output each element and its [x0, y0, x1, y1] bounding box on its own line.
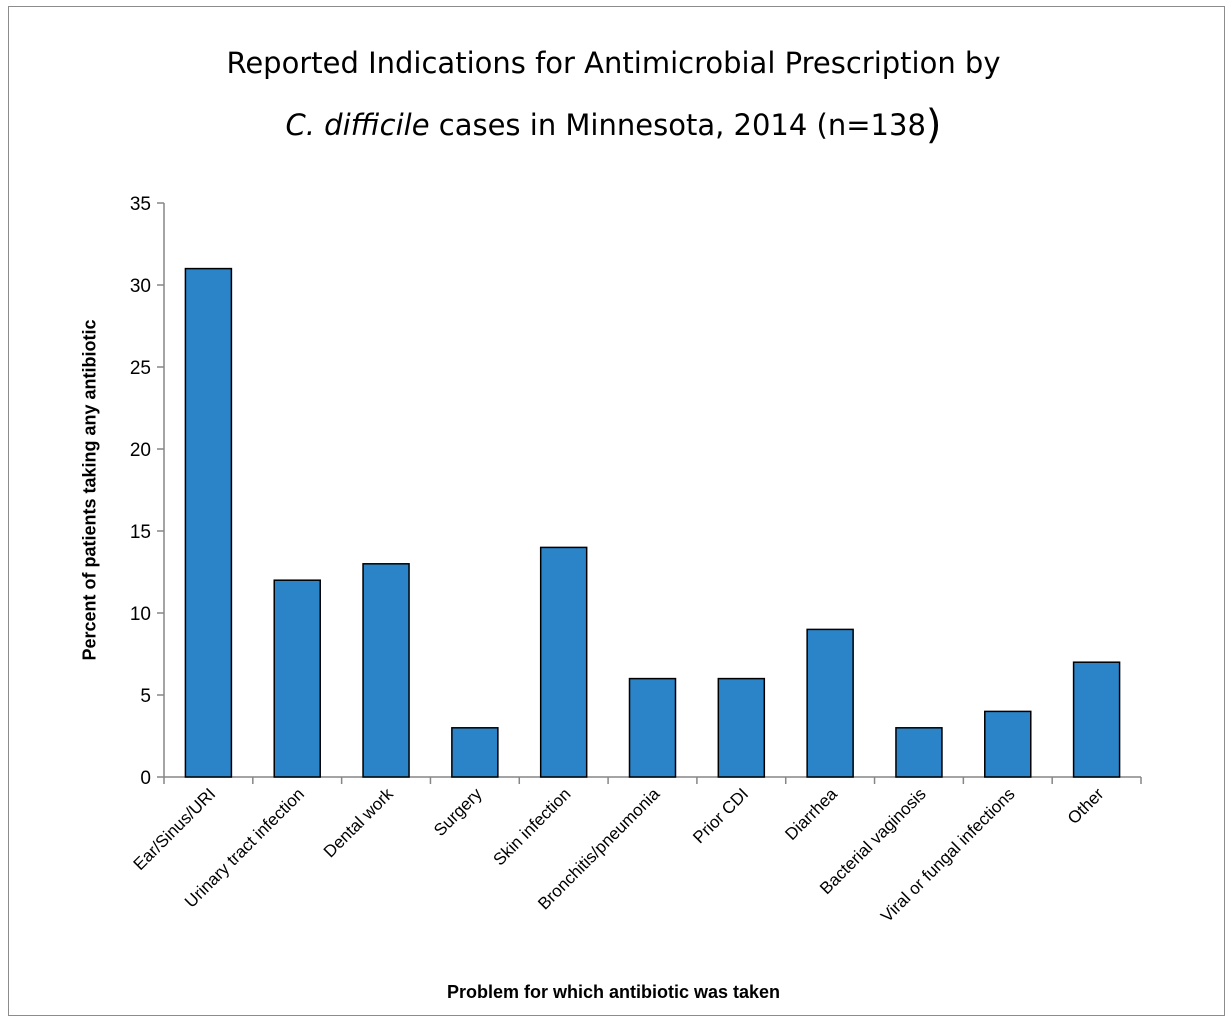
x-tick-label: Skin infection [490, 784, 575, 869]
x-tick-label: Dental work [320, 784, 397, 861]
y-tick-label: 35 [130, 194, 151, 215]
x-tick-label: Diarrhea [781, 784, 841, 844]
bar [362, 563, 410, 778]
bar [895, 727, 943, 778]
bar [806, 628, 854, 778]
chart-title-rest: cases in Minnesota, 2014 (n=138 [429, 108, 926, 142]
x-tick-label: Surgery [430, 784, 486, 840]
chart-title-line1: Reported Indications for Antimicrobial P… [226, 46, 1001, 80]
bar [717, 677, 766, 778]
bar [1072, 661, 1121, 778]
y-tick-label: 20 [130, 440, 151, 461]
y-tick-label: 5 [140, 686, 151, 707]
bar [984, 710, 1032, 778]
bar [184, 267, 233, 778]
chart-title-organism: C. difficile [285, 108, 430, 142]
y-tick-label: 30 [130, 276, 151, 297]
bar [451, 727, 499, 778]
chart-title-paren: ) [925, 102, 942, 148]
x-tick-label: Prior CDI [689, 784, 752, 847]
x-tick-label: Ear/Sinus/URI [130, 784, 220, 874]
bar [273, 579, 321, 778]
y-axis-label: Percent of patients taking any antibioti… [79, 319, 100, 661]
x-tick-label: Other [1064, 784, 1108, 828]
bar [628, 677, 677, 778]
y-tick-label: 25 [130, 358, 151, 379]
y-tick-label: 0 [140, 768, 151, 789]
bar [539, 546, 588, 778]
chart-title-line2: C. difficile cases in Minnesota, 2014 (n… [0, 102, 1227, 148]
y-tick-label: 10 [130, 604, 151, 625]
y-tick-label: 15 [130, 522, 151, 543]
x-axis-label: Problem for which antibiotic was taken [446, 982, 781, 1002]
